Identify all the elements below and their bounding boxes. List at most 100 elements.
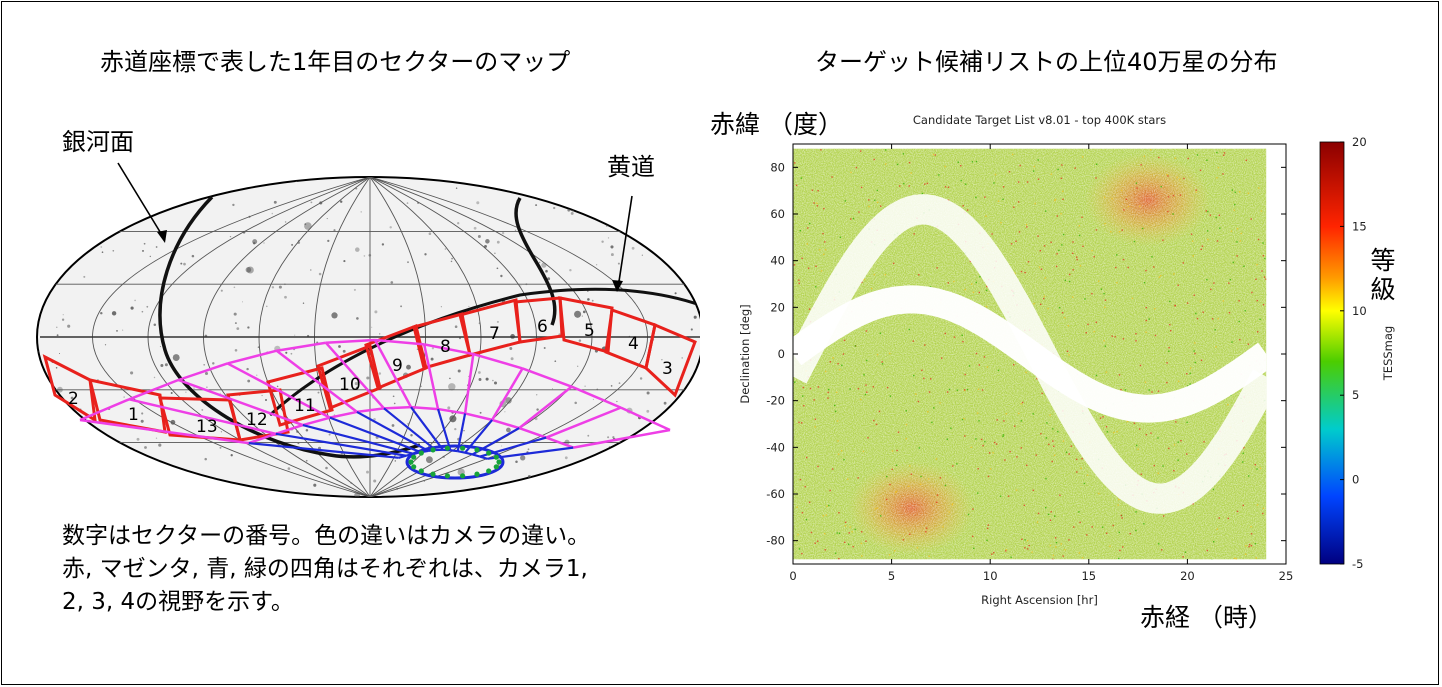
scatter-point bbox=[1008, 171, 1011, 173]
scatter-point bbox=[1095, 229, 1098, 231]
star bbox=[219, 392, 221, 394]
star bbox=[317, 391, 320, 394]
star bbox=[134, 299, 136, 302]
scatter-point bbox=[915, 393, 917, 395]
star bbox=[97, 460, 101, 464]
scatter-point bbox=[1040, 433, 1042, 435]
scatter-point bbox=[1121, 517, 1123, 519]
star bbox=[97, 186, 105, 193]
star bbox=[426, 456, 433, 464]
star bbox=[510, 357, 514, 361]
star bbox=[515, 460, 518, 464]
camera2-edge bbox=[276, 341, 327, 352]
star bbox=[204, 371, 209, 376]
star bbox=[219, 446, 222, 449]
scatter-point bbox=[1172, 213, 1174, 215]
scatter-point bbox=[991, 553, 993, 555]
scatter-point bbox=[957, 161, 959, 163]
scatter-point bbox=[1266, 166, 1267, 169]
scatter-point bbox=[1117, 504, 1119, 506]
scatter-point bbox=[1254, 464, 1256, 466]
camera3-edge bbox=[248, 442, 399, 459]
scatter-point bbox=[1104, 223, 1106, 225]
scatter-point bbox=[1002, 198, 1004, 200]
scatter-point bbox=[1259, 318, 1261, 320]
colorbar-tick-label: 20 bbox=[1352, 135, 1367, 149]
star bbox=[393, 402, 396, 405]
star bbox=[520, 285, 522, 287]
scatter-point bbox=[885, 498, 888, 501]
star bbox=[606, 463, 609, 466]
star bbox=[234, 322, 237, 325]
star bbox=[646, 409, 650, 413]
star bbox=[159, 346, 161, 348]
star bbox=[546, 479, 552, 485]
colorbar-tick-label: 15 bbox=[1352, 219, 1367, 233]
star bbox=[143, 242, 146, 245]
scatter-point bbox=[1231, 341, 1233, 343]
scatter-point bbox=[1200, 248, 1202, 250]
star bbox=[675, 465, 678, 468]
scatter-point bbox=[1064, 317, 1066, 319]
star bbox=[57, 230, 61, 234]
scatter-point bbox=[1105, 371, 1108, 373]
scatter-point bbox=[1177, 380, 1180, 382]
scatter-point bbox=[1136, 444, 1138, 447]
scatter-point bbox=[964, 389, 966, 391]
star bbox=[328, 433, 331, 436]
scatter-point bbox=[1014, 425, 1016, 427]
scatter-point bbox=[1194, 342, 1196, 344]
star bbox=[541, 262, 547, 268]
star bbox=[355, 247, 360, 252]
scatter-point bbox=[975, 281, 977, 284]
star bbox=[326, 218, 328, 220]
scatter-point bbox=[844, 200, 846, 202]
scatter-point bbox=[964, 435, 966, 437]
scatter-point bbox=[858, 211, 860, 213]
scatter-point bbox=[1264, 257, 1266, 260]
scatter-point bbox=[889, 483, 891, 486]
scatter-point bbox=[913, 233, 915, 235]
scatter-point bbox=[862, 450, 865, 453]
scatter-point bbox=[1179, 178, 1181, 181]
scatter-point bbox=[1014, 272, 1016, 274]
y-tick-label: 20 bbox=[770, 300, 785, 314]
scatter-point bbox=[1081, 156, 1084, 158]
star bbox=[647, 240, 650, 242]
scatter-point bbox=[902, 539, 905, 541]
camera1-sector-1 bbox=[42, 354, 97, 423]
star bbox=[61, 318, 65, 321]
scatter-point bbox=[1033, 303, 1035, 305]
scatter-point bbox=[1166, 381, 1168, 384]
scatter-point bbox=[866, 391, 868, 393]
scatter-point bbox=[1216, 240, 1219, 242]
star bbox=[305, 429, 309, 432]
x-tick-label: 5 bbox=[888, 569, 895, 583]
scatter-point bbox=[1203, 441, 1205, 443]
star bbox=[232, 203, 235, 207]
ecliptic-arrow bbox=[617, 195, 633, 289]
star bbox=[62, 314, 64, 316]
scatter-point bbox=[913, 374, 915, 377]
scatter-point bbox=[1103, 196, 1106, 199]
scatter-point bbox=[855, 166, 858, 169]
scatter-point bbox=[1015, 489, 1018, 491]
scatter-point bbox=[1244, 553, 1247, 555]
camera4-field bbox=[408, 459, 414, 465]
camera4-field bbox=[486, 468, 492, 474]
star bbox=[338, 345, 341, 348]
scatter-point bbox=[962, 205, 964, 207]
scatter-point bbox=[1005, 550, 1007, 552]
sector-label-8: 8 bbox=[440, 337, 451, 357]
star bbox=[363, 255, 366, 257]
scatter-point bbox=[1175, 421, 1177, 423]
scatter-point bbox=[1153, 464, 1155, 467]
scatter-point bbox=[1233, 209, 1235, 211]
scatter-point bbox=[1060, 543, 1062, 545]
scatter-point bbox=[1223, 154, 1225, 156]
scatter-point bbox=[1119, 549, 1121, 552]
scatter-point bbox=[944, 332, 946, 335]
scatter-point bbox=[1186, 453, 1188, 455]
star bbox=[416, 348, 418, 350]
star bbox=[55, 445, 57, 447]
